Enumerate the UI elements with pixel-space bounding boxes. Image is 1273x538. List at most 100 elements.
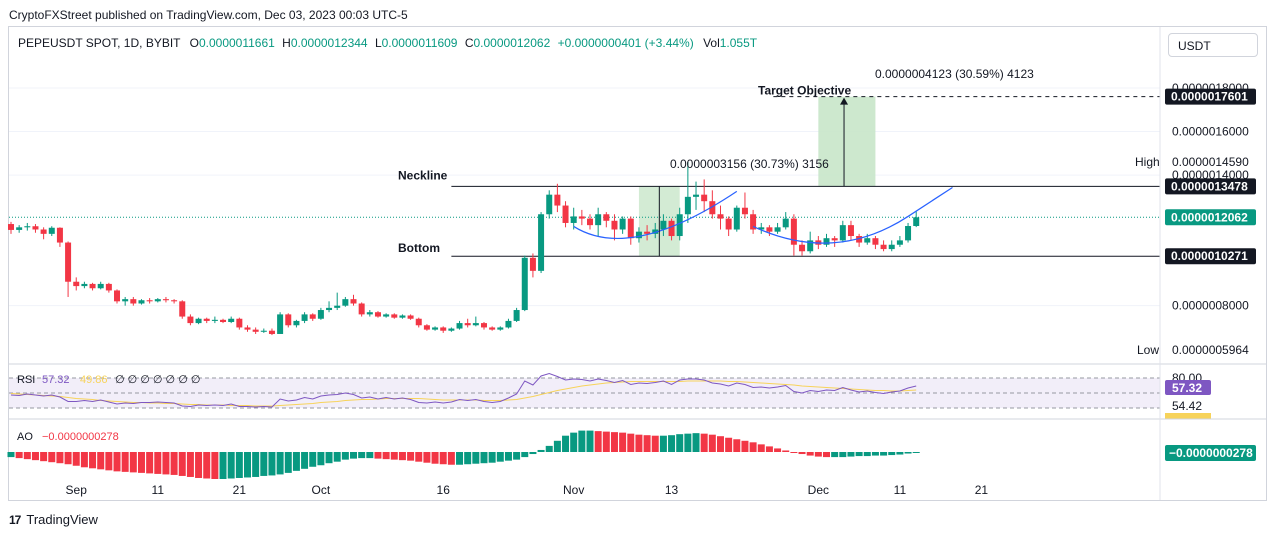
candle-body <box>774 227 781 232</box>
candle-body <box>562 205 569 223</box>
candle-body <box>228 318 235 323</box>
candle <box>358 302 365 317</box>
ao-bar <box>398 452 406 461</box>
candle-body <box>635 231 642 239</box>
ao-bar <box>89 452 97 469</box>
ao-bar <box>284 452 292 473</box>
neckline-label: Neckline <box>398 168 448 182</box>
ao-bar <box>904 452 912 454</box>
candle <box>627 216 634 245</box>
ao-bar <box>97 452 105 470</box>
last-price-badge-text: 0.0000012062 <box>1171 210 1248 224</box>
candle <box>65 241 72 297</box>
time-tick-label: 11 <box>152 483 165 497</box>
ao-bar <box>350 452 358 459</box>
candle-body <box>203 318 210 321</box>
publish-caption: CryptoFXStreet published on TradingView.… <box>9 8 408 22</box>
candle <box>611 214 618 241</box>
candle-body <box>65 242 72 282</box>
candle <box>342 296 349 307</box>
candle-body <box>326 307 333 311</box>
candle <box>701 179 708 213</box>
candle-body <box>823 238 830 245</box>
target-measure-label: 0.0000004123 (30.59%) 4123 <box>875 67 1034 81</box>
footer-brand: TradingView <box>26 512 98 527</box>
candle <box>97 281 104 290</box>
ao-bar <box>235 452 243 478</box>
high-tag-label: High <box>1135 155 1160 169</box>
ao-bar <box>880 452 888 456</box>
ao-bar <box>341 452 349 460</box>
high-price-label: 0.0000014590 <box>1172 155 1249 169</box>
candle <box>774 222 781 234</box>
candle-body <box>831 238 838 241</box>
candle-body <box>301 314 308 321</box>
ao-bar <box>888 452 896 456</box>
candle-body <box>415 318 422 326</box>
candle-body <box>146 300 153 302</box>
candle-body <box>16 227 23 230</box>
candle <box>423 324 430 331</box>
ao-bar <box>7 452 15 458</box>
candle <box>48 226 55 237</box>
ao-bar <box>447 452 455 465</box>
candle <box>211 316 218 324</box>
ao-bar <box>537 449 545 452</box>
candle-body <box>741 207 748 215</box>
candle <box>741 192 748 219</box>
candle <box>456 320 463 330</box>
last-price-badge-bg <box>1165 209 1256 226</box>
ao-bar <box>276 452 284 475</box>
candle-body <box>750 214 757 230</box>
ao-bar <box>912 452 920 453</box>
candle-body <box>693 194 700 197</box>
ao-bar <box>146 452 154 474</box>
low-label: L <box>374 36 382 50</box>
close-value: 0.0000012062 <box>473 36 551 50</box>
bottom-price-badge: 0.0000010271 <box>1165 248 1256 265</box>
last-price-badge: 0.0000012062 <box>1165 209 1256 226</box>
candle <box>799 240 806 256</box>
candle <box>464 318 471 328</box>
candle-body <box>538 214 545 271</box>
symbol-label[interactable]: PEPEUSDT SPOT, 1D, BYBIT <box>18 36 181 50</box>
change-value: +0.0000000401 (+3.44%) <box>557 36 694 50</box>
ao-value-badge: −0.0000000278 <box>1169 446 1253 460</box>
ao-bar <box>301 452 309 469</box>
candle-body <box>464 323 471 326</box>
currency-selector[interactable]: USDT <box>1168 33 1258 57</box>
candle <box>847 220 854 241</box>
target-projection-box <box>818 96 876 187</box>
candle <box>277 312 284 334</box>
candle <box>260 328 267 333</box>
time-tick-label: 13 <box>665 483 679 497</box>
ao-legend: AO <box>17 431 33 443</box>
candle <box>546 190 553 219</box>
candle <box>619 216 626 234</box>
candle <box>81 281 88 289</box>
candle <box>440 326 447 333</box>
chart-frame <box>8 26 1267 501</box>
candle-body <box>497 327 504 330</box>
ao-bar <box>684 433 692 452</box>
candle-body <box>432 327 439 330</box>
time-tick-label: 21 <box>975 483 989 497</box>
candle-body <box>554 194 561 206</box>
candle <box>766 225 773 237</box>
ao-bar <box>374 452 382 459</box>
ao-bar <box>23 452 31 460</box>
ao-bar <box>472 452 480 464</box>
candle <box>725 216 732 237</box>
ao-bar <box>594 431 602 452</box>
candle <box>138 299 145 305</box>
candle-body <box>130 299 137 304</box>
candle-body <box>366 312 373 315</box>
ao-bar <box>113 452 121 472</box>
candle <box>16 225 23 233</box>
ao-bar <box>823 452 830 458</box>
ao-bar <box>227 452 235 479</box>
candle <box>309 313 316 321</box>
rsi-legend: RSI <box>17 374 35 386</box>
candle-body <box>162 299 169 301</box>
